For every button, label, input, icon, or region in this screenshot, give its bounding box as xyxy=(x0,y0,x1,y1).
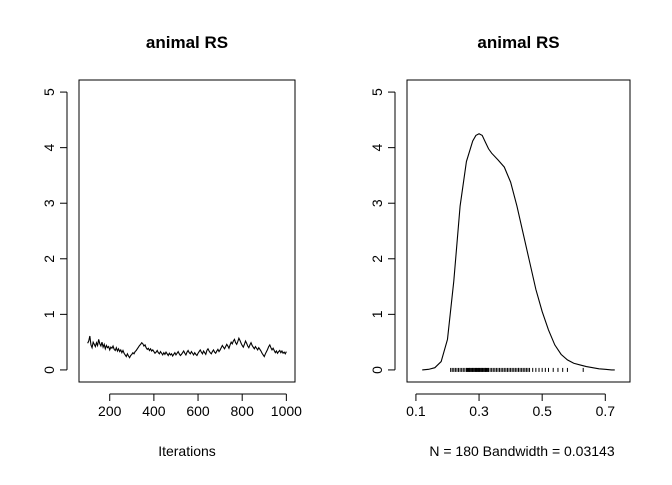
x-tick-label: 200 xyxy=(98,403,122,419)
x-tick-label: 800 xyxy=(231,403,255,419)
y-tick-label: 0 xyxy=(369,366,385,374)
x-tick-label: 600 xyxy=(186,403,210,419)
trace-line xyxy=(87,335,287,359)
plot-frame xyxy=(406,79,631,383)
plot-frame xyxy=(78,79,296,383)
y-tick-label: 3 xyxy=(41,199,57,207)
x-tick-label: 0.7 xyxy=(596,403,616,419)
density-line xyxy=(422,133,615,371)
chart-title: animal RS xyxy=(146,33,228,52)
y-tick-label: 2 xyxy=(369,255,385,263)
y-tick-label: 3 xyxy=(369,199,385,207)
y-tick-label: 0 xyxy=(41,366,57,374)
x-tick-label: 400 xyxy=(142,403,166,419)
y-tick-label: 1 xyxy=(41,310,57,318)
x-tick-label: 0.1 xyxy=(406,403,426,419)
y-tick-label: 1 xyxy=(369,310,385,318)
y-tick-label: 4 xyxy=(369,144,385,152)
y-tick-label: 4 xyxy=(41,144,57,152)
x-tick-label: 1000 xyxy=(271,403,302,419)
y-tick-label: 2 xyxy=(41,255,57,263)
x-axis-label: N = 180 Bandwidth = 0.03143 xyxy=(429,443,614,459)
chart-title: animal RS xyxy=(477,33,559,52)
y-tick-label: 5 xyxy=(41,88,57,96)
x-tick-label: 0.3 xyxy=(469,403,489,419)
x-axis-label: Iterations xyxy=(158,443,216,459)
chart-panel-1: animal RS 0 1 2 3 4 5 200 400 600 800 1000 Iteration… xyxy=(41,33,302,459)
chart-panel-2: animal RS 0 1 2 3 4 5 0.1 0.3 0.5 0.7 N = 180 Bandw… xyxy=(369,33,631,459)
y-tick-label: 5 xyxy=(369,88,385,96)
x-tick-label: 0.5 xyxy=(532,403,552,419)
